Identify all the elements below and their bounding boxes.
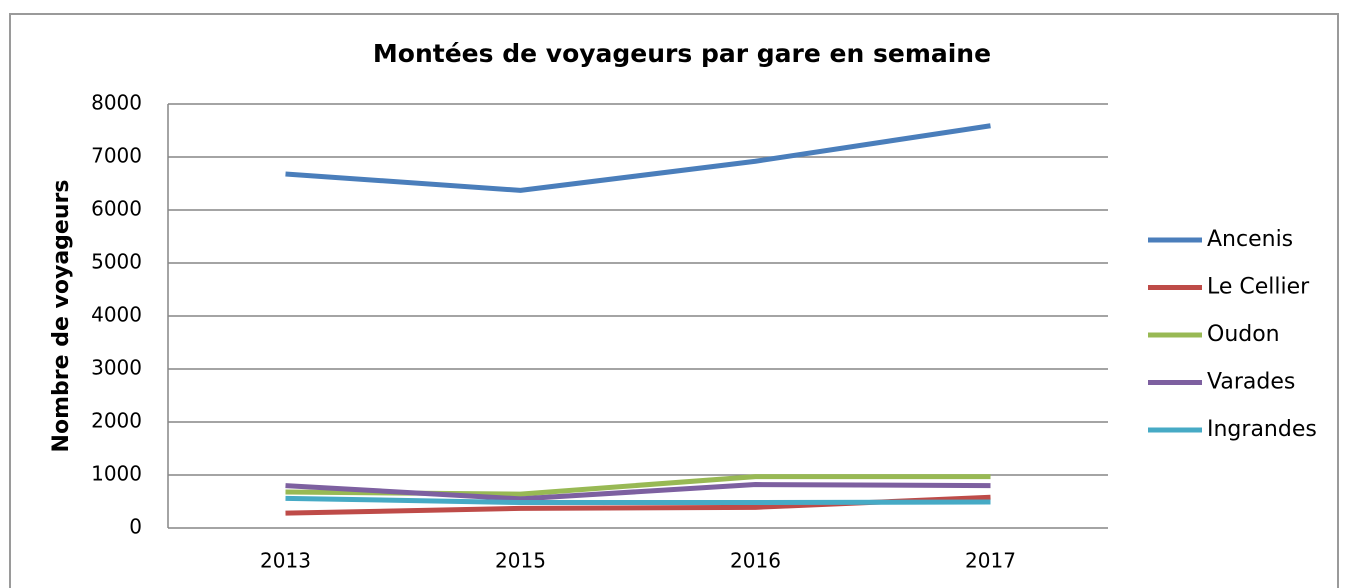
y-tick-label: 8000 bbox=[91, 91, 142, 115]
x-tick-label: 2015 bbox=[495, 549, 546, 573]
x-tick-label: 2017 bbox=[965, 549, 1016, 573]
y-tick-label: 3000 bbox=[91, 356, 142, 380]
y-tick-label: 4000 bbox=[91, 303, 142, 327]
y-tick-label: 2000 bbox=[91, 409, 142, 433]
y-axis-label: Nombre de voyageurs bbox=[49, 180, 74, 453]
y-tick-label: 6000 bbox=[91, 197, 142, 221]
series-line bbox=[285, 123, 991, 193]
series-line bbox=[285, 495, 991, 506]
legend-label: Le Cellier bbox=[1207, 275, 1310, 300]
y-tick-label: 5000 bbox=[91, 250, 142, 274]
legend-label: Ancenis bbox=[1207, 227, 1293, 252]
chart-frame bbox=[9, 13, 1339, 588]
legend-label: Oudon bbox=[1207, 322, 1280, 347]
legend-label: Varades bbox=[1207, 370, 1295, 395]
series-line bbox=[285, 482, 991, 502]
chart-title: Montées de voyageurs par gare en semaine bbox=[373, 39, 991, 68]
x-tick-label: 2016 bbox=[730, 549, 781, 573]
legend-label: Ingrandes bbox=[1207, 417, 1317, 442]
x-tick-label: 2013 bbox=[260, 549, 311, 573]
y-tick-label: 7000 bbox=[91, 144, 142, 168]
y-tick-label: 0 bbox=[129, 515, 142, 539]
y-tick-label: 1000 bbox=[91, 462, 142, 486]
